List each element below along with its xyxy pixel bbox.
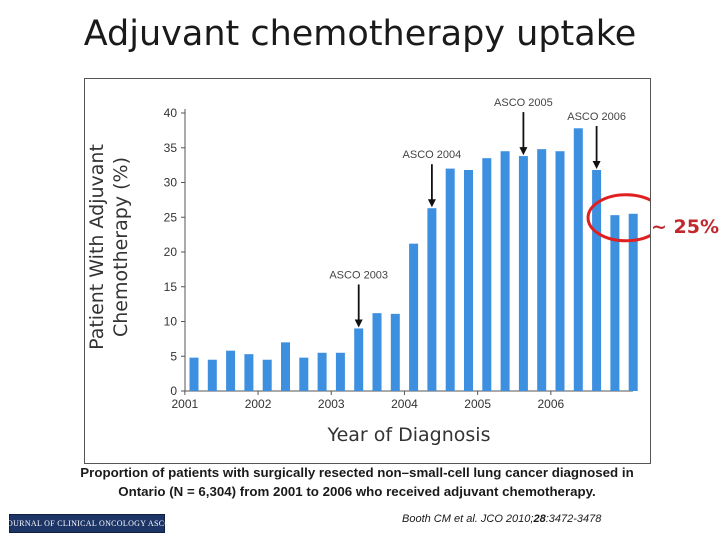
y-tick-label: 30	[164, 176, 178, 190]
bar	[335, 352, 345, 391]
x-tick-label: 2004	[391, 397, 418, 411]
citation-prefix: Booth CM et al. JCO 2010;	[402, 513, 534, 525]
annotation-arrowhead	[354, 319, 363, 328]
chart-frame: 0 5 10 15 20 25 30 35 40 2001 2002 2003 2004 2005 2006…	[84, 78, 651, 464]
bar	[628, 213, 638, 391]
bar	[427, 208, 437, 391]
bar	[372, 313, 382, 391]
bar	[189, 357, 199, 391]
y-tick-label: 5	[170, 349, 177, 363]
y-tick-label: 40	[164, 106, 178, 120]
bar	[573, 128, 583, 391]
annotation-arrowhead	[519, 147, 528, 156]
y-tick-label: 0	[170, 384, 177, 398]
figure-caption: Proportion of patients with surgically r…	[30, 463, 684, 501]
bar	[409, 243, 419, 391]
x-tick-label: 2001	[171, 397, 198, 411]
bar	[555, 151, 565, 391]
bar	[518, 156, 528, 391]
annotation-label: ASCO 2005	[494, 97, 553, 109]
y-tick-label: 15	[164, 280, 178, 294]
annotation-label: ASCO 2004	[403, 149, 462, 161]
x-tick-label: 2006	[537, 397, 564, 411]
bar	[537, 149, 547, 391]
y-tick-label: 35	[164, 141, 178, 155]
annotation-arrowhead	[427, 199, 436, 208]
bar	[354, 328, 364, 391]
bar	[299, 357, 309, 391]
bar	[610, 215, 620, 391]
y-tick-label: 10	[164, 315, 178, 329]
bar	[262, 359, 272, 391]
bar-chart: 0 5 10 15 20 25 30 35 40 2001 2002 2003 2004 2005 2006…	[86, 97, 650, 446]
annotation-label: ASCO 2006	[567, 111, 626, 123]
bar	[281, 342, 290, 391]
slide-title: Adjuvant chemotherapy uptake	[83, 14, 637, 54]
bar	[317, 352, 327, 391]
citation: Booth CM et al. JCO 2010;28:3472-3478	[402, 513, 601, 525]
y-axis-title-line-2: Chemotherapy (%)	[110, 157, 132, 337]
x-tick-label: 2003	[318, 397, 345, 411]
bar	[226, 350, 236, 391]
bar	[592, 169, 602, 391]
bar	[482, 158, 492, 391]
caption-line-2: Ontario (N = 6,304) from 2001 to 2006 wh…	[118, 484, 596, 499]
highlight-ellipse	[586, 193, 650, 243]
bar	[445, 168, 455, 391]
y-tick-label: 20	[164, 245, 178, 259]
journal-logo-text: JOURNAL OF CLINICAL ONCOLOGY ASCO	[3, 519, 171, 528]
x-tick-label: 2002	[245, 397, 272, 411]
caption-line-1: Proportion of patients with surgically r…	[80, 465, 634, 480]
bar	[244, 354, 254, 391]
x-tick-label: 2005	[464, 397, 491, 411]
annotation-arrowhead	[592, 160, 601, 169]
bar	[207, 359, 217, 391]
bar	[500, 151, 510, 391]
callout-label: ~ 25%	[651, 216, 720, 238]
citation-volume: 28	[533, 513, 546, 525]
y-axis-title-line-1: Patient With Adjuvant	[86, 144, 108, 350]
journal-logo: JOURNAL OF CLINICAL ONCOLOGY ASCO	[4, 514, 170, 533]
bar	[464, 169, 473, 391]
annotation-label: ASCO 2003	[329, 269, 388, 281]
x-axis-title: Year of Diagnosis	[327, 424, 491, 446]
y-tick-label: 25	[164, 210, 178, 224]
citation-pages: :3472-3478	[545, 513, 602, 525]
bar	[390, 313, 400, 391]
